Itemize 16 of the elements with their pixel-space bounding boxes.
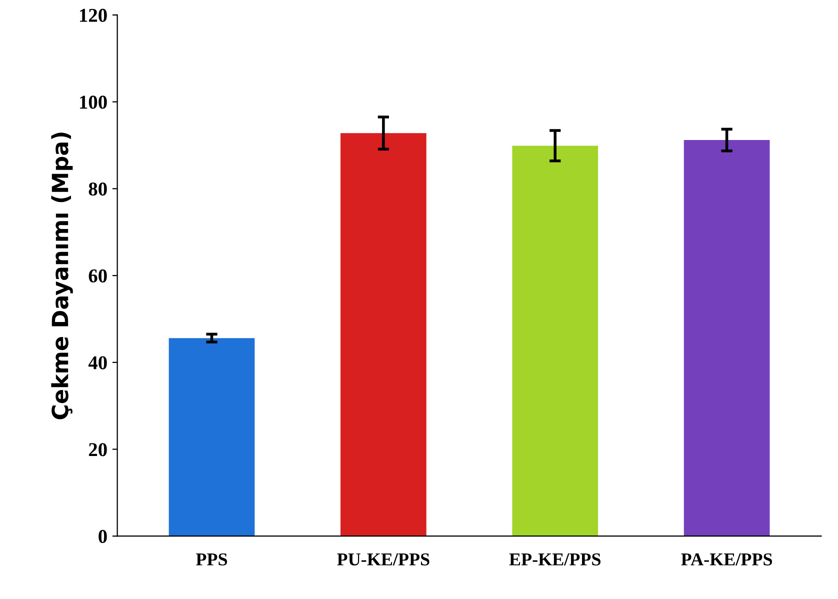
y-tick-label: 120 (80, 8, 107, 22)
y-axis-title: Çekme Dayanımı (Mpa) (51, 132, 73, 420)
y-tick-label: 80 (88, 182, 107, 196)
x-tick-label: PA-KE/PPS (681, 553, 772, 566)
y-tick-label: 40 (88, 356, 107, 370)
bar (512, 146, 598, 536)
y-tick-label: 60 (88, 269, 107, 282)
bar (684, 140, 770, 536)
y-tick-label: 0 (98, 530, 107, 544)
x-tick-label: EP-KE/PPS (509, 553, 601, 566)
y-tick-label: 20 (88, 443, 107, 456)
bar (340, 133, 426, 536)
y-tick-label: 100 (80, 96, 107, 109)
x-tick-label: PU-KE/PPS (337, 553, 430, 566)
bar (168, 338, 255, 536)
x-tick-label: PPS (196, 553, 228, 566)
